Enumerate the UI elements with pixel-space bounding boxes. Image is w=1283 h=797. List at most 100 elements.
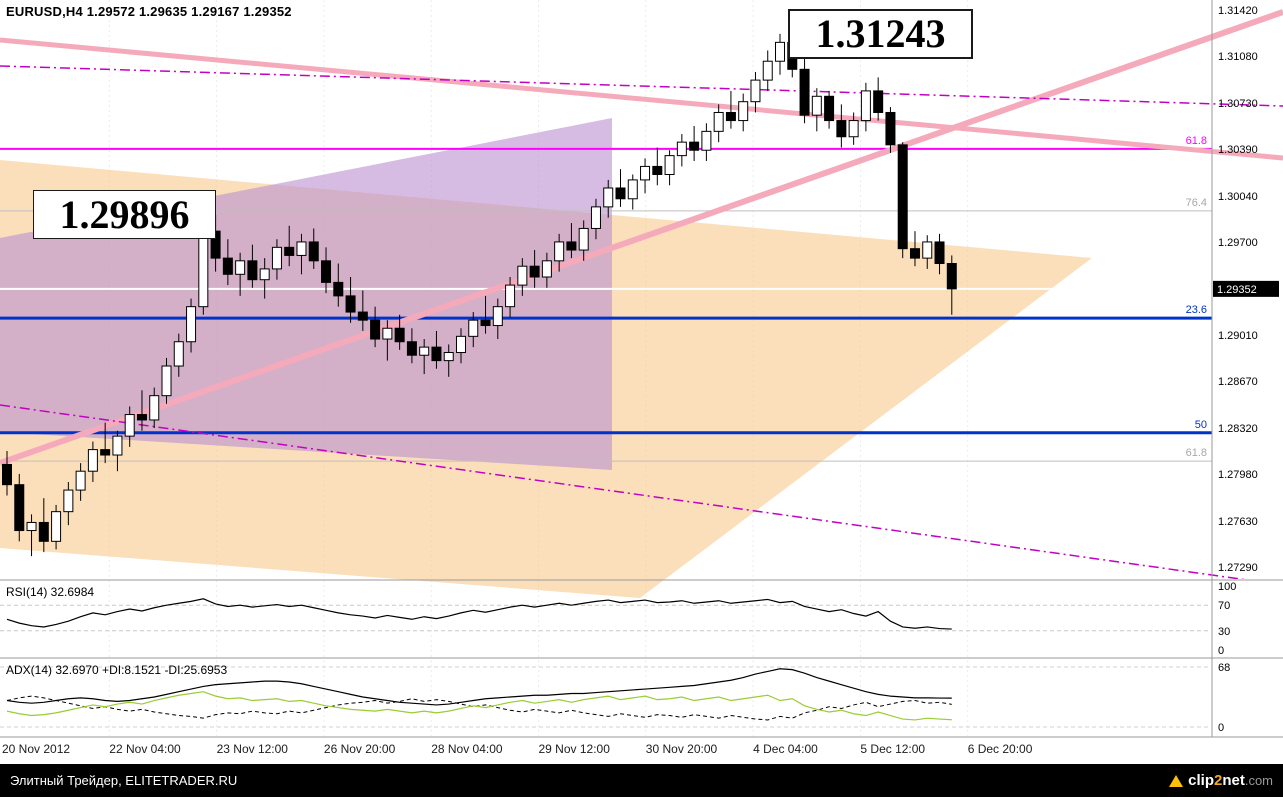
candle-body: [664, 155, 675, 176]
price-axis-label: 1.30040: [1218, 191, 1258, 203]
candle-body: [333, 281, 344, 297]
rsi-axis-label: 70: [1218, 600, 1230, 612]
price-axis-label: 1.27630: [1218, 516, 1258, 528]
adx-minus-di-line: [6, 695, 952, 721]
candle-body: [492, 306, 503, 327]
candle-body: [885, 111, 896, 146]
price-axis-background: [1213, 0, 1283, 737]
candle-body: [161, 365, 172, 397]
time-axis-label: 30 Nov 20:00: [646, 742, 718, 756]
price-axis-label: 1.28670: [1218, 376, 1258, 388]
candle-body: [345, 295, 356, 313]
candle-body: [14, 484, 25, 532]
rsi-axis-label: 30: [1218, 626, 1230, 638]
fib-level-label: 50: [1195, 419, 1207, 431]
annotation-peak-price-box[interactable]: 1.31243: [788, 9, 973, 59]
candle-body: [431, 346, 442, 362]
fib-level-label: 23.6: [1186, 304, 1207, 316]
candle-body: [946, 263, 957, 290]
candles-group: [2, 33, 957, 557]
price-chart-canvas[interactable]: 1.31420 1.31080 1.30730 1.30390 1.30040 1.297…: [0, 0, 1283, 762]
current-price-badge: [1213, 280, 1279, 297]
candle-body: [689, 141, 700, 151]
annotation-support-price-text: 1.29896: [59, 191, 190, 237]
price-axis-label: 1.30730: [1218, 98, 1258, 110]
candle-body: [652, 165, 663, 176]
candle-body: [443, 352, 454, 362]
candle-body: [640, 165, 651, 181]
candle-body: [173, 341, 184, 367]
candle-body: [468, 319, 479, 337]
candle-body: [247, 260, 258, 281]
time-axis-label: 4 Dec 04:00: [753, 742, 818, 756]
candle-body: [799, 68, 810, 116]
candle-body: [603, 187, 614, 208]
price-axis-label: 1.31080: [1218, 51, 1258, 63]
candle-body: [124, 414, 135, 437]
time-axis-label: 23 Nov 12:00: [217, 742, 289, 756]
candle-body: [701, 130, 712, 151]
price-axis-label: 1.29010: [1218, 330, 1258, 342]
candle-body: [321, 260, 332, 283]
candle-body: [100, 449, 111, 456]
candle-body: [136, 414, 147, 421]
candle-body: [235, 260, 246, 275]
adx-axis-label: 0: [1218, 722, 1224, 734]
rsi-axis-label: 0: [1218, 645, 1224, 657]
candle-body: [934, 241, 945, 265]
current-price-badge-text: 1.29352: [1217, 284, 1257, 296]
pink-support-trendline[interactable]: [0, 9, 1283, 466]
clip2net-logo-two: 2: [1213, 772, 1223, 789]
chart-symbol-info: EURUSD,H4 1.29572 1.29635 1.29167 1.2935…: [6, 4, 292, 19]
candle-body: [505, 284, 516, 308]
candle-body: [578, 227, 589, 251]
adx-plus-di-line: [6, 691, 952, 721]
rsi-axis-label: 100: [1218, 581, 1236, 593]
clip2net-logo-clip: clip: [1188, 772, 1214, 789]
candle-body: [222, 257, 233, 275]
candle-body: [284, 246, 295, 256]
candle-body: [296, 241, 307, 256]
purple-triangle[interactable]: [0, 118, 612, 470]
fib-level-label: 61.8: [1186, 447, 1207, 459]
rsi-line: [6, 598, 952, 630]
annotation-peak-price-text: 1.31243: [815, 11, 946, 56]
candle-body: [394, 327, 405, 343]
candle-body: [517, 265, 528, 286]
candle-body: [860, 90, 871, 122]
candle-body: [26, 521, 37, 532]
clip2net-arrow-icon: [1169, 774, 1184, 787]
pink-resistance-trendline[interactable]: [0, 37, 1283, 161]
adx-indicator-label: ADX(14) 32.6970 +DI:8.1521 -DI:25.6953: [6, 663, 228, 677]
candle-body: [762, 60, 773, 81]
rsi-indicator-label: RSI(14) 32.6984: [6, 585, 95, 599]
fib-level-label: 61.8: [1186, 135, 1207, 147]
candle-body: [112, 435, 123, 456]
adx-main-line: [6, 668, 952, 706]
footer-bar: Элитный Трейдер, ELITETRADER.RU clip 2 net…: [0, 764, 1283, 797]
time-axis-label: 20 Nov 2012: [2, 742, 70, 756]
clip2net-logo-com: .com: [1244, 773, 1273, 788]
candle-body: [627, 179, 638, 200]
candle-body: [738, 101, 749, 122]
candle-body: [909, 248, 920, 259]
candle-body: [529, 265, 540, 278]
magenta-dashdot-lower[interactable]: [0, 404, 1283, 585]
candle-body: [259, 268, 270, 281]
time-axis-label: 6 Dec 20:00: [968, 742, 1033, 756]
clip2net-logo: clip 2 net .com: [1169, 772, 1273, 789]
candle-body: [873, 90, 884, 113]
candle-body: [566, 241, 577, 251]
annotation-support-price-box[interactable]: 1.29896: [33, 190, 216, 239]
candle-body: [198, 230, 209, 308]
candle-body: [824, 95, 835, 122]
footer-credit-text: Элитный Трейдер, ELITETRADER.RU: [10, 773, 238, 788]
candle-body: [455, 335, 466, 354]
magenta-dashdot-upper[interactable]: [0, 65, 1283, 107]
candle-body: [271, 246, 282, 270]
trend-lines-group: [0, 9, 1283, 585]
candle-body: [308, 241, 319, 262]
price-axis-label: 1.31420: [1218, 5, 1258, 17]
candle-body: [590, 206, 601, 229]
